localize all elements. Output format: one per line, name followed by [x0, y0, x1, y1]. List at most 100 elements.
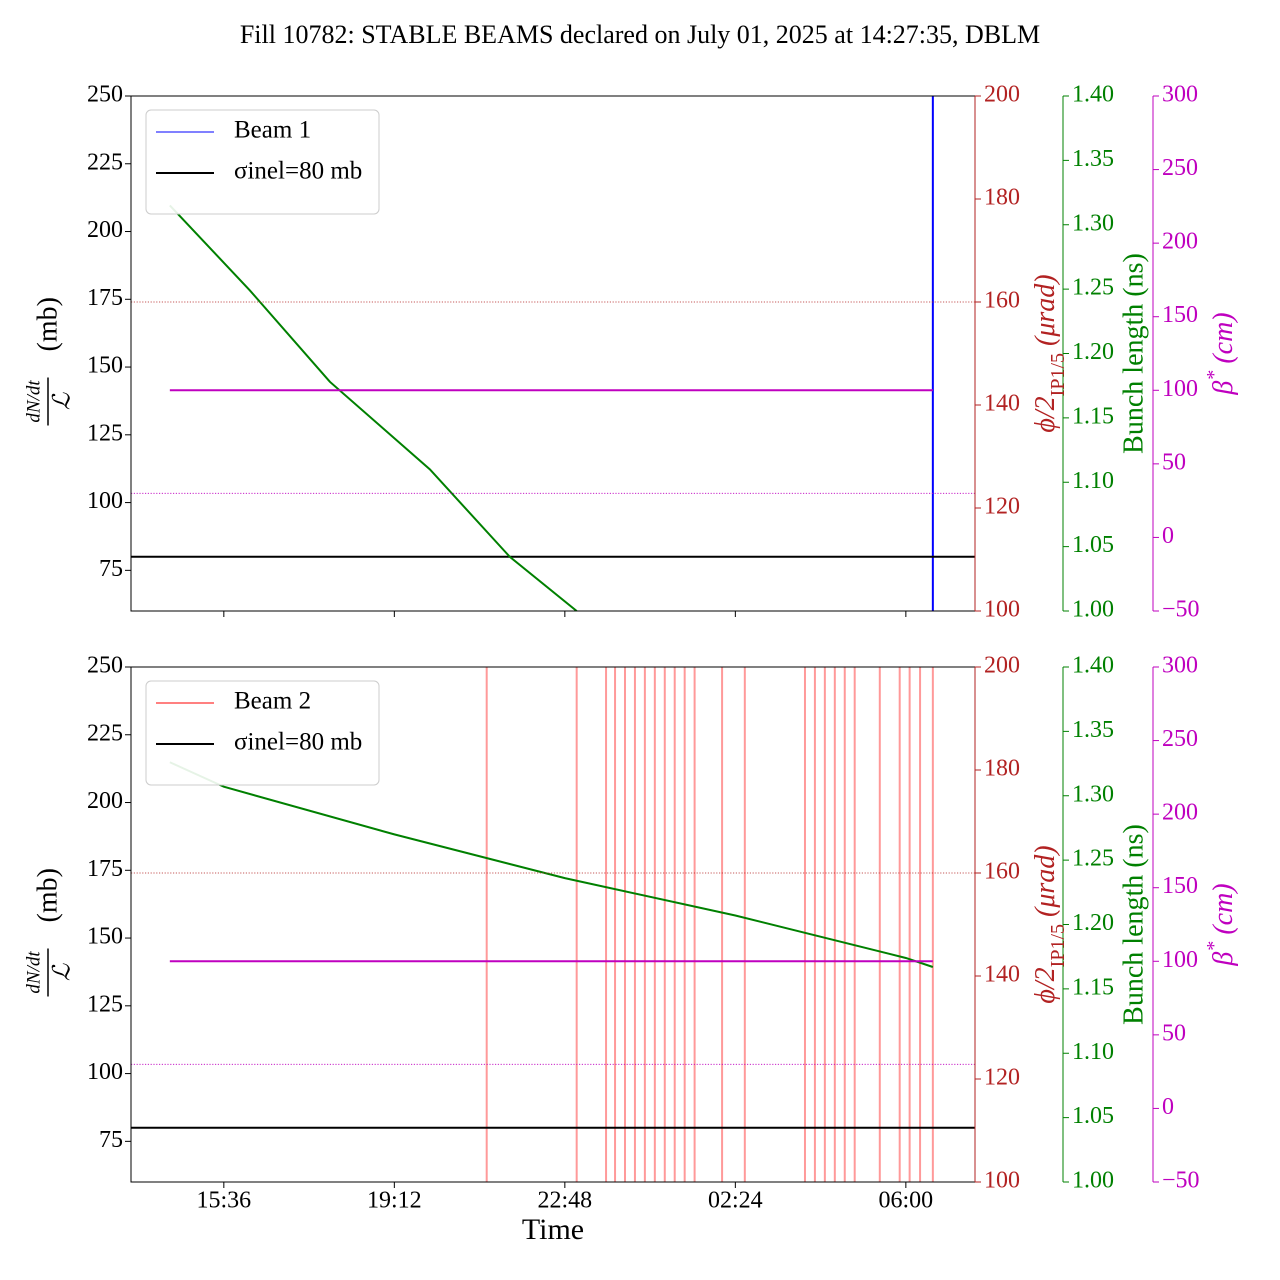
y4-tick-label: 250: [1162, 726, 1198, 752]
y4-tick-label: 300: [1162, 82, 1198, 108]
y4-tick-label: 50: [1162, 1020, 1186, 1046]
y4-tick-label: 250: [1162, 155, 1198, 181]
y4-tick-label: 0: [1162, 1094, 1174, 1120]
y2-tick-label: 180: [984, 756, 1020, 782]
y-label-denominator: ℒ: [50, 963, 76, 981]
y4-tick-label: 300: [1162, 653, 1198, 679]
y2-axis-label: ϕ/2IP1/5 (μrad): [1030, 274, 1068, 432]
legend-label: σinel=80 mb: [234, 729, 362, 756]
y2-tick-label: 120: [984, 1065, 1020, 1091]
y4-tick-label: 150: [1162, 873, 1198, 899]
y2-tick-label: 160: [984, 859, 1020, 885]
legend-label: Beam 1: [234, 117, 311, 144]
y3-tick-label: 1.05: [1072, 532, 1114, 558]
y2-tick-label: 120: [984, 494, 1020, 520]
y4-label-space: [1208, 935, 1239, 942]
y4-label-unit: (cm): [1208, 883, 1239, 934]
y2-label-space: [1030, 917, 1061, 924]
data-line: [169, 204, 578, 611]
data-line: [485, 667, 934, 1182]
y-tick-label: 175: [87, 285, 123, 311]
y3-tick-label: 1.35: [1072, 146, 1114, 172]
y2-axis-label: ϕ/2IP1/5 (μrad): [1030, 845, 1068, 1003]
y-tick-label: 100: [87, 1059, 123, 1085]
y3-tick-label: 1.15: [1072, 974, 1114, 1000]
y-tick-label: 200: [87, 788, 123, 814]
y3-axis-label: Bunch length (ns): [1118, 253, 1149, 454]
data-line: [169, 761, 934, 968]
y-label-numerator: dN/dt: [23, 951, 44, 994]
y2-tick-label: 180: [984, 185, 1020, 211]
legend-box: [145, 680, 380, 786]
y-label-denominator: ℒ: [50, 392, 76, 410]
y2-tick-label: 160: [984, 288, 1020, 314]
y4-axis-label: β* (cm): [1203, 883, 1240, 966]
y3-tick-label: 1.25: [1072, 275, 1114, 301]
y-tick-label: 75: [99, 556, 123, 582]
y3-tick-label: 1.10: [1072, 1039, 1114, 1065]
y4-axis-label: β* (cm): [1203, 312, 1240, 395]
y4-tick-label: 200: [1162, 800, 1198, 826]
y-tick-label: 75: [99, 1127, 123, 1153]
y-tick-label: 250: [87, 653, 123, 679]
y4-tick-label: 150: [1162, 302, 1198, 328]
legend-label: σinel=80 mb: [234, 158, 362, 185]
y-tick-label: 125: [87, 420, 123, 446]
y2-label-space: [1030, 346, 1061, 353]
y4-label-sup: *: [1203, 942, 1225, 952]
y4-label-unit: (cm): [1208, 312, 1239, 363]
y3-tick-label: 1.15: [1072, 403, 1114, 429]
x-tick-label: 15:36: [196, 1188, 251, 1214]
y3-tick-label: 1.00: [1072, 597, 1114, 623]
x-tick-label: 19:12: [367, 1188, 422, 1214]
x-tick-label: 22:48: [538, 1188, 593, 1214]
y-tick-label: 175: [87, 856, 123, 882]
y2-tick-label: 140: [984, 962, 1020, 988]
x-tick-label: 02:24: [708, 1188, 763, 1214]
y3-tick-label: 1.20: [1072, 910, 1114, 936]
y2-tick-label: 100: [984, 1168, 1020, 1194]
y2-tick-label: 200: [984, 653, 1020, 679]
y-label-unit: (mb): [32, 868, 63, 922]
y-label-numerator: dN/dt: [23, 380, 44, 423]
y2-label-main: ϕ/2: [1030, 967, 1061, 1003]
y3-tick-label: 1.05: [1072, 1103, 1114, 1129]
y-axis-label: dN/dt ℒ (mb): [23, 297, 76, 426]
y2-tick-label: 140: [984, 391, 1020, 417]
y3-tick-label: 1.00: [1072, 1168, 1114, 1194]
y4-label-main: β: [1208, 381, 1239, 396]
y-tick-label: 225: [87, 720, 123, 746]
y4-tick-label: −50: [1162, 1168, 1200, 1194]
y3-tick-label: 1.40: [1072, 82, 1114, 108]
y3-tick-label: 1.10: [1072, 468, 1114, 494]
x-tick-label: 06:00: [879, 1188, 934, 1214]
y-axis-label: dN/dt ℒ (mb): [23, 868, 76, 997]
y4-tick-label: 100: [1162, 376, 1198, 402]
y4-tick-label: 200: [1162, 229, 1198, 255]
plot-area: [131, 667, 975, 1182]
y2-tick-label: 100: [984, 597, 1020, 623]
y2-label-unit: (μrad): [1030, 274, 1061, 346]
y2-label-unit: (μrad): [1030, 845, 1061, 917]
y2-label-sub: IP1/5: [1047, 353, 1069, 396]
y-tick-label: 200: [87, 217, 123, 243]
y-tick-label: 150: [87, 353, 123, 379]
legend-box: [145, 109, 380, 215]
y4-tick-label: −50: [1162, 597, 1200, 623]
legend-label: Beam 2: [234, 688, 311, 715]
y4-tick-label: 50: [1162, 449, 1186, 475]
y2-tick-label: 200: [984, 82, 1020, 108]
y4-tick-label: 100: [1162, 947, 1198, 973]
y-tick-label: 250: [87, 82, 123, 108]
y3-tick-label: 1.30: [1072, 781, 1114, 807]
plot-area: [131, 96, 975, 611]
y-label-unit: (mb): [32, 297, 63, 351]
y4-tick-label: 0: [1162, 523, 1174, 549]
y-tick-label: 100: [87, 488, 123, 514]
x-axis-label: Time: [522, 1213, 584, 1246]
y3-tick-label: 1.35: [1072, 717, 1114, 743]
y-tick-label: 150: [87, 924, 123, 950]
figure-title: Fill 10782: STABLE BEAMS declared on Jul…: [240, 20, 1040, 49]
y3-tick-label: 1.25: [1072, 846, 1114, 872]
